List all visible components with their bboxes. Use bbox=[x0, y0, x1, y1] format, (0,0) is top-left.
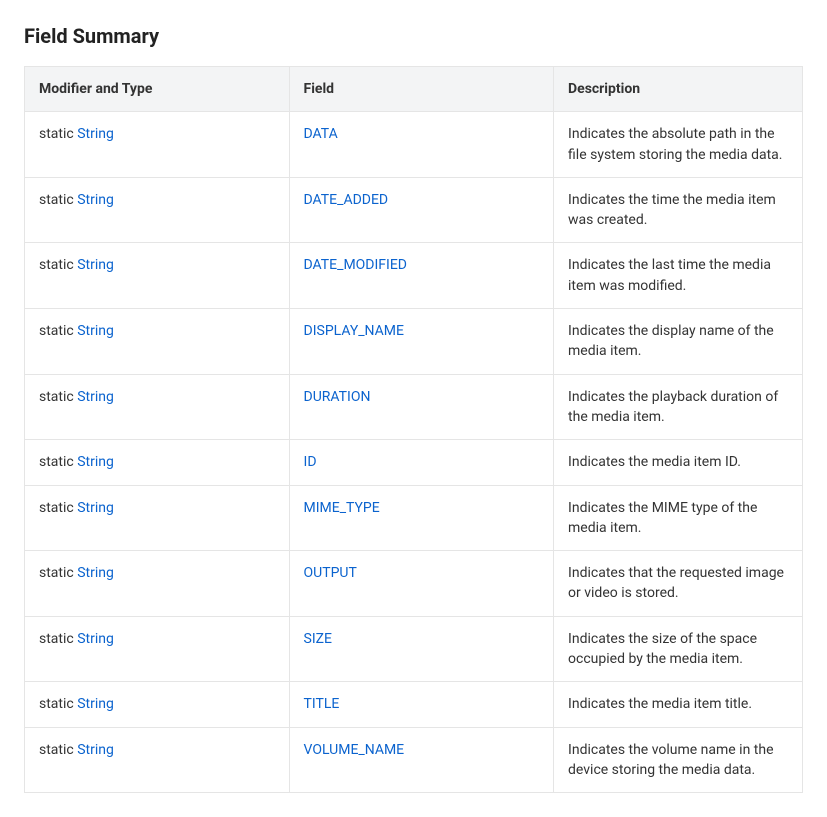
table-row: static String ID Indicates the media item … bbox=[25, 440, 803, 485]
table-row: static String DATE_MODIFIED Indicates the … bbox=[25, 243, 803, 309]
col-header-modifier: Modifier and Type bbox=[25, 67, 290, 112]
type-link[interactable]: String bbox=[77, 696, 114, 712]
field-link[interactable]: MIME_TYPE bbox=[304, 500, 380, 516]
table-row: static String VOLUME_NAME Indicates the vo… bbox=[25, 727, 803, 793]
modifier-prefix: static bbox=[39, 565, 77, 581]
cell-field: MIME_TYPE bbox=[289, 485, 554, 551]
cell-modifier: static String bbox=[25, 309, 290, 375]
field-link[interactable]: VOLUME_NAME bbox=[304, 742, 405, 758]
col-header-description: Description bbox=[554, 67, 803, 112]
cell-description: Indicates the last time the media item w… bbox=[554, 243, 803, 309]
field-link[interactable]: DATA bbox=[304, 126, 338, 142]
table-row: static String SIZE Indicates the size of t… bbox=[25, 616, 803, 682]
cell-description: Indicates the display name of the media … bbox=[554, 309, 803, 375]
type-link[interactable]: String bbox=[77, 631, 114, 647]
modifier-prefix: static bbox=[39, 323, 77, 339]
field-link[interactable]: DURATION bbox=[304, 389, 371, 405]
section-title: Field Summary bbox=[24, 24, 803, 48]
table-row: static String DATA Indicates the absolute … bbox=[25, 112, 803, 178]
cell-modifier: static String bbox=[25, 485, 290, 551]
type-link[interactable]: String bbox=[77, 500, 114, 516]
cell-description: Indicates the media item ID. bbox=[554, 440, 803, 485]
cell-description: Indicates the volume name in the device … bbox=[554, 727, 803, 793]
type-link[interactable]: String bbox=[77, 742, 114, 758]
cell-description: Indicates the time the media item was cr… bbox=[554, 177, 803, 243]
type-link[interactable]: String bbox=[77, 257, 114, 273]
type-link[interactable]: String bbox=[77, 192, 114, 208]
cell-description: Indicates the MIME type of the media ite… bbox=[554, 485, 803, 551]
modifier-prefix: static bbox=[39, 454, 77, 470]
type-link[interactable]: String bbox=[77, 565, 114, 581]
cell-field: DURATION bbox=[289, 374, 554, 440]
table-body: static String DATA Indicates the absolute … bbox=[25, 112, 803, 793]
col-header-field: Field bbox=[289, 67, 554, 112]
cell-description: Indicates the playback duration of the m… bbox=[554, 374, 803, 440]
modifier-prefix: static bbox=[39, 500, 77, 516]
table-header-row: Modifier and Type Field Description bbox=[25, 67, 803, 112]
table-row: static String DISPLAY_NAME Indicates the d… bbox=[25, 309, 803, 375]
modifier-prefix: static bbox=[39, 742, 77, 758]
field-link[interactable]: DATE_MODIFIED bbox=[304, 257, 407, 273]
field-link[interactable]: DATE_ADDED bbox=[304, 192, 389, 208]
table-row: static String MIME_TYPE Indicates the MIME… bbox=[25, 485, 803, 551]
table-row: static String DURATION Indicates the playb… bbox=[25, 374, 803, 440]
table-row: static String TITLE Indicates the media it… bbox=[25, 682, 803, 727]
cell-description: Indicates the absolute path in the file … bbox=[554, 112, 803, 178]
field-link[interactable]: DISPLAY_NAME bbox=[304, 323, 404, 339]
cell-modifier: static String bbox=[25, 551, 290, 617]
cell-modifier: static String bbox=[25, 727, 290, 793]
modifier-prefix: static bbox=[39, 631, 77, 647]
cell-field: SIZE bbox=[289, 616, 554, 682]
type-link[interactable]: String bbox=[77, 126, 114, 142]
cell-description: Indicates the size of the space occupied… bbox=[554, 616, 803, 682]
cell-field: VOLUME_NAME bbox=[289, 727, 554, 793]
modifier-prefix: static bbox=[39, 389, 77, 405]
modifier-prefix: static bbox=[39, 257, 77, 273]
table-row: static String OUTPUT Indicates that the re… bbox=[25, 551, 803, 617]
cell-field: ID bbox=[289, 440, 554, 485]
type-link[interactable]: String bbox=[77, 454, 114, 470]
type-link[interactable]: String bbox=[77, 389, 114, 405]
cell-modifier: static String bbox=[25, 177, 290, 243]
cell-modifier: static String bbox=[25, 616, 290, 682]
cell-field: DATE_MODIFIED bbox=[289, 243, 554, 309]
field-link[interactable]: ID bbox=[304, 454, 317, 470]
cell-modifier: static String bbox=[25, 440, 290, 485]
modifier-prefix: static bbox=[39, 696, 77, 712]
modifier-prefix: static bbox=[39, 126, 77, 142]
cell-description: Indicates that the requested image or vi… bbox=[554, 551, 803, 617]
cell-field: DISPLAY_NAME bbox=[289, 309, 554, 375]
field-link[interactable]: OUTPUT bbox=[304, 565, 357, 581]
cell-modifier: static String bbox=[25, 682, 290, 727]
field-summary-table: Modifier and Type Field Description stat… bbox=[24, 66, 803, 793]
cell-field: OUTPUT bbox=[289, 551, 554, 617]
field-link[interactable]: SIZE bbox=[304, 631, 332, 647]
type-link[interactable]: String bbox=[77, 323, 114, 339]
cell-field: TITLE bbox=[289, 682, 554, 727]
cell-field: DATA bbox=[289, 112, 554, 178]
table-row: static String DATE_ADDED Indicates the tim… bbox=[25, 177, 803, 243]
cell-modifier: static String bbox=[25, 374, 290, 440]
cell-description: Indicates the media item title. bbox=[554, 682, 803, 727]
field-link[interactable]: TITLE bbox=[304, 696, 340, 712]
cell-modifier: static String bbox=[25, 243, 290, 309]
cell-field: DATE_ADDED bbox=[289, 177, 554, 243]
modifier-prefix: static bbox=[39, 192, 77, 208]
cell-modifier: static String bbox=[25, 112, 290, 178]
